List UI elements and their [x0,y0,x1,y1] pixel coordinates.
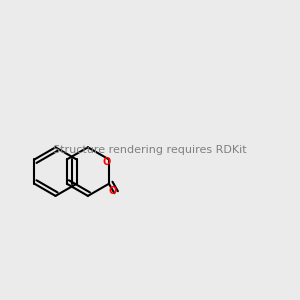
Text: Structure rendering requires RDKit: Structure rendering requires RDKit [53,145,247,155]
Text: O: O [102,157,110,167]
Text: O: O [109,185,117,196]
